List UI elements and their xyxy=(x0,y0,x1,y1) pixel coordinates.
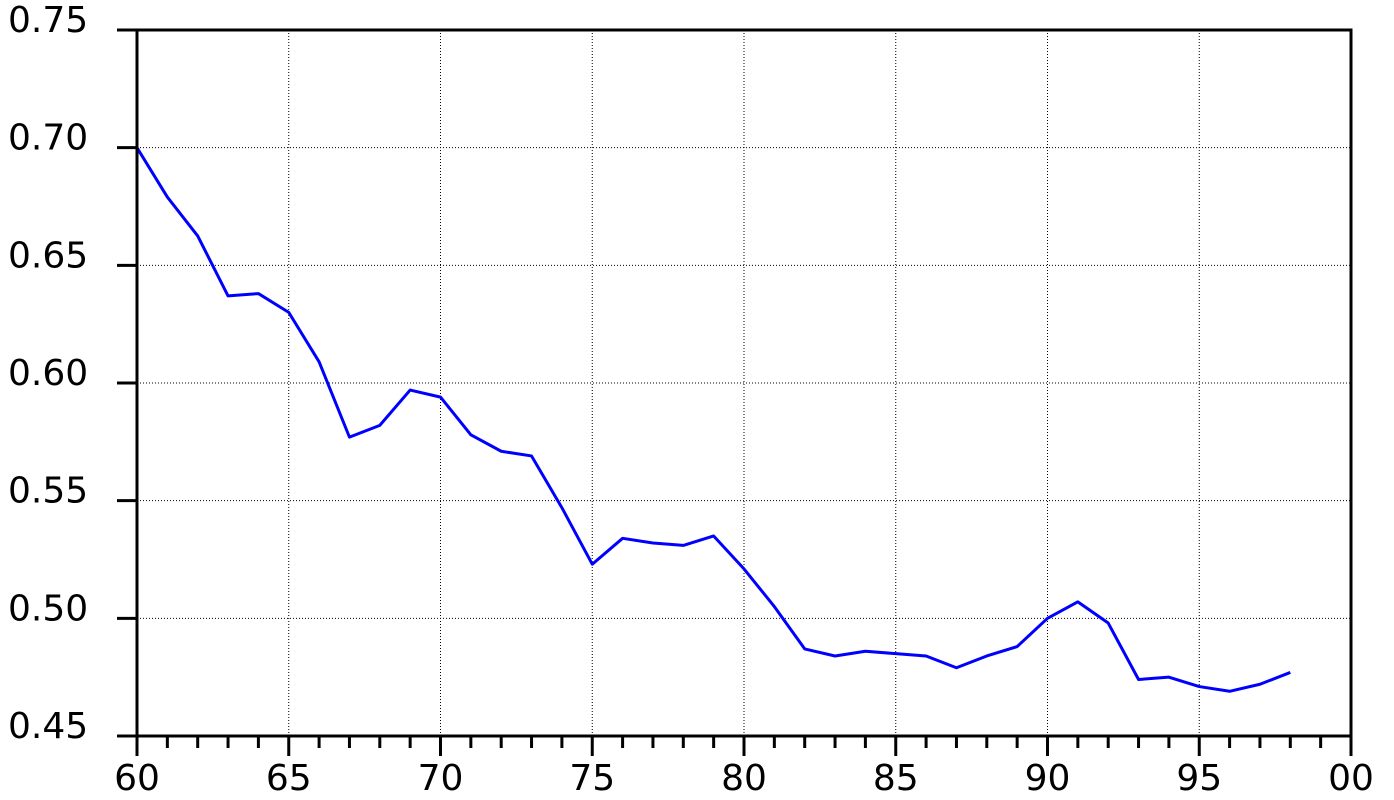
y-tick-label: 0.70 xyxy=(8,118,88,159)
x-tick-label: 80 xyxy=(721,758,767,799)
y-tick-label: 0.50 xyxy=(8,588,88,629)
data-line xyxy=(135,146,1291,693)
y-tick-label: 0.75 xyxy=(8,0,88,41)
y-tick-label: 0.55 xyxy=(8,471,88,512)
y-tick-label: 0.45 xyxy=(8,706,88,747)
y-tick-label: 0.65 xyxy=(8,235,88,276)
plot-frame xyxy=(135,28,1353,738)
x-tick-label: 75 xyxy=(569,758,615,799)
x-tick-label: 90 xyxy=(1025,758,1071,799)
x-tick-label: 65 xyxy=(266,758,312,799)
y-tick-label: 0.60 xyxy=(8,353,88,394)
x-tick-label: 70 xyxy=(418,758,464,799)
x-tick-label: 60 xyxy=(114,758,160,799)
x-tick-label: 95 xyxy=(1176,758,1222,799)
x-tick-label: 00 xyxy=(1328,758,1374,799)
x-tick-label: 85 xyxy=(873,758,919,799)
